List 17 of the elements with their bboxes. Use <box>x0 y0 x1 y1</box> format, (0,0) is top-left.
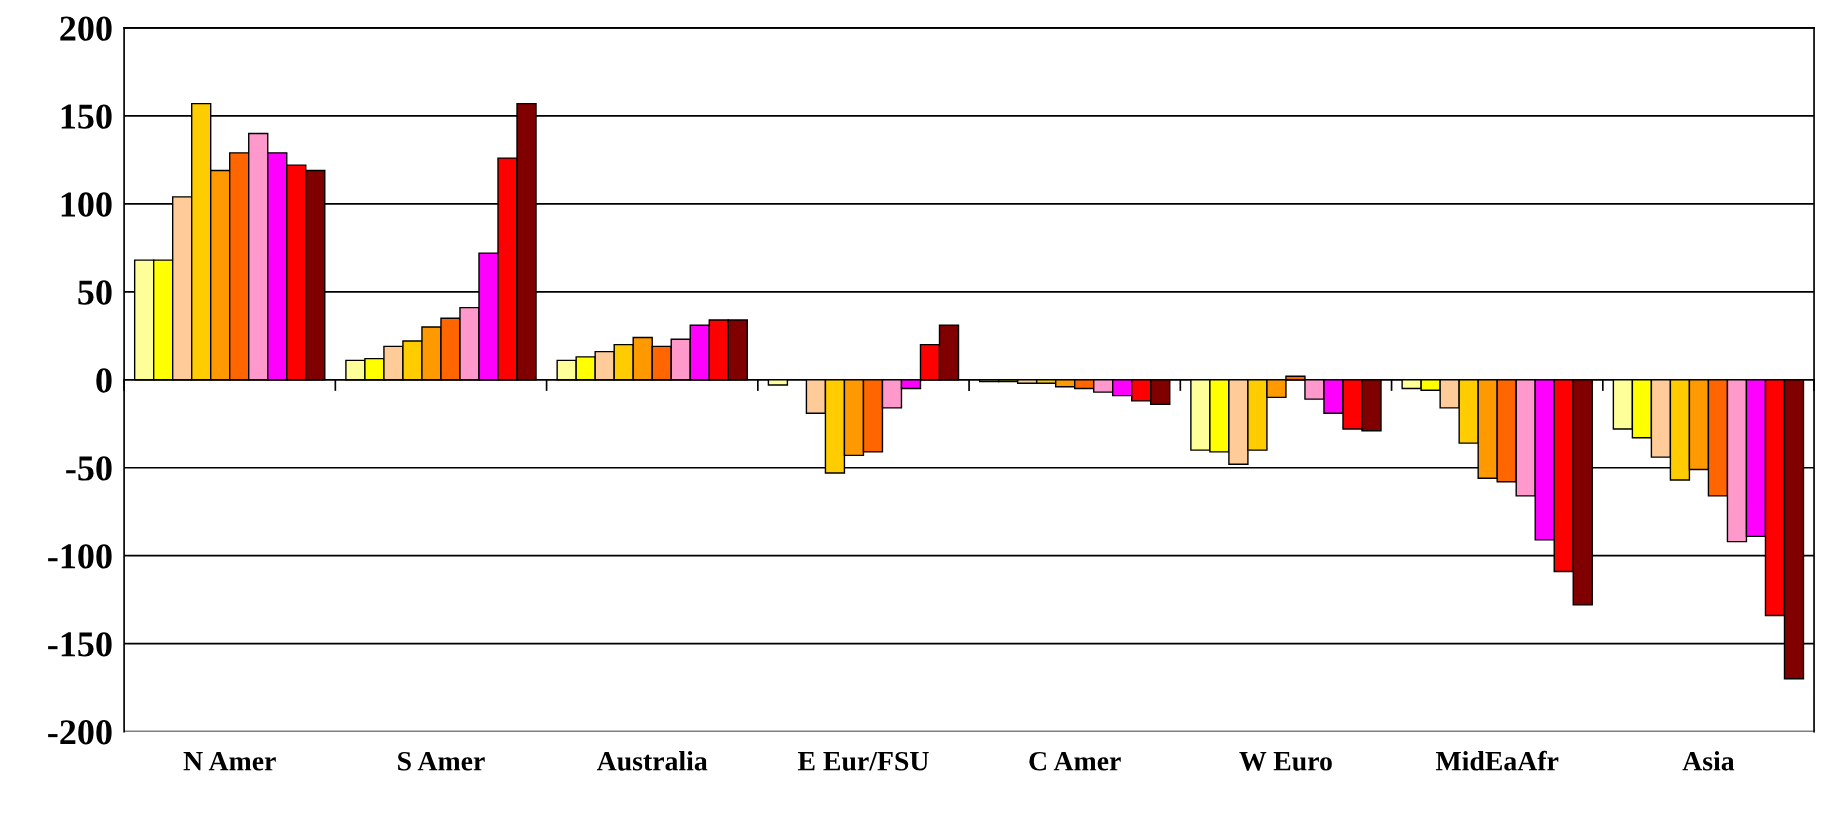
x-tick-label: N Amer <box>183 751 276 771</box>
x-tick-label: W Euro <box>1239 752 1332 771</box>
y-tick-label: 150 <box>61 104 112 129</box>
y-tick-label: 0 <box>96 368 112 393</box>
x-tick-label: E Eur/FSU <box>797 751 929 771</box>
y-tick-label: -200 <box>48 720 112 745</box>
x-tick-label: Australia <box>596 751 708 771</box>
y-tick-label: -100 <box>48 544 112 569</box>
y-tick-label: -150 <box>48 632 112 657</box>
x-tick-label: MidEaAfr <box>1435 750 1559 771</box>
y-tick-label: 100 <box>61 192 112 217</box>
x-tick-label: Asia <box>1682 751 1735 771</box>
y-tick-label: 50 <box>78 280 112 305</box>
x-tick-label: S Amer <box>398 751 485 771</box>
y-tick-label: 200 <box>60 16 112 41</box>
x-tick-label: C Amer <box>1029 751 1121 771</box>
y-tick-label: -50 <box>66 456 112 481</box>
